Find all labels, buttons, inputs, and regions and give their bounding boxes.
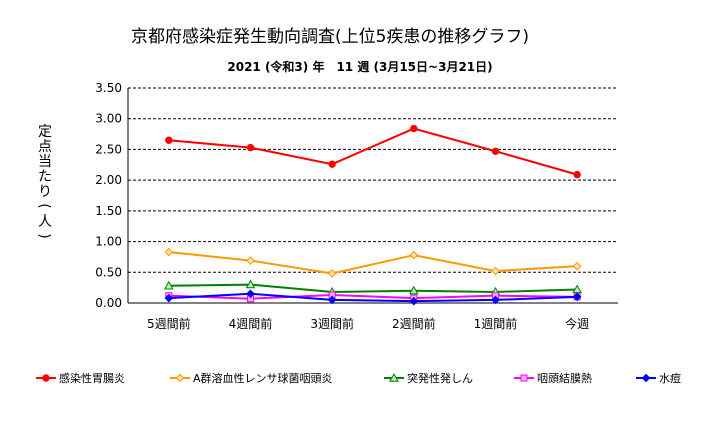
legend-marker (520, 374, 528, 382)
y-tick-label: 3.50 (95, 81, 122, 95)
y-tick-label: 2.50 (95, 142, 122, 156)
data-point (491, 295, 500, 305)
legend-label: 水痘 (659, 371, 681, 385)
data-point (246, 143, 255, 152)
legend-label: A群溶血性レンサ球菌咽頭炎 (193, 371, 333, 385)
x-tick-label: 今週 (565, 316, 589, 331)
legend-label: 感染性胃腸炎 (59, 371, 125, 385)
y-tick-label: 1.00 (95, 235, 122, 249)
series-line (168, 251, 578, 275)
y-tick-label: 0.50 (95, 265, 122, 279)
data-point (246, 256, 255, 265)
y-axis-label-char: ) (36, 233, 52, 238)
chart-subtitle: 2021 (令和3) 年 11 週 (3月15日~3月21日) (227, 59, 492, 74)
series-line (168, 283, 578, 293)
x-tick-label: 1週間前 (474, 316, 518, 331)
x-tick-label: 3週間前 (310, 316, 354, 331)
data-point (491, 147, 500, 155)
data-point (163, 280, 174, 290)
data-point (328, 160, 336, 168)
data-point (246, 289, 255, 299)
y-axis-label-char: た (38, 169, 52, 185)
series-line (168, 294, 578, 300)
y-tick-label: 3.00 (95, 112, 122, 126)
data-point (327, 269, 337, 278)
data-point (164, 293, 174, 303)
y-axis-label-char: 定 (38, 124, 52, 140)
y-axis-label-char: 当 (38, 154, 52, 170)
legend-marker (175, 373, 185, 383)
data-point (245, 279, 256, 289)
legend-marker (42, 374, 50, 382)
data-point (408, 285, 419, 295)
data-point (164, 247, 174, 257)
data-point (327, 295, 337, 305)
x-tick-label: 2週間前 (392, 316, 436, 331)
y-axis-label-char: り (38, 184, 52, 200)
legend-label: 咽頭結膜熱 (537, 371, 592, 385)
x-tick-label: 5週間前 (147, 316, 191, 331)
x-tick-label: 4週間前 (229, 316, 273, 331)
series-line (168, 127, 578, 176)
y-axis-label-char: ( (36, 203, 52, 208)
y-tick-label: 1.50 (95, 204, 122, 218)
data-point (165, 136, 173, 144)
legend-marker (641, 373, 651, 383)
y-tick-label: 0.00 (95, 296, 122, 310)
data-point (409, 250, 419, 260)
y-axis-label-char: 点 (38, 139, 52, 155)
data-point (491, 266, 500, 276)
legend-marker (389, 372, 399, 382)
y-tick-label: 2.00 (95, 173, 122, 187)
chart-title: 京都府感染症発生動向調査(上位5疾患の推移グラフ) (131, 27, 529, 47)
data-point (409, 296, 419, 306)
data-point (410, 124, 418, 133)
data-point (572, 292, 582, 302)
y-axis-label-char: 人 (38, 214, 52, 230)
data-point (573, 170, 581, 179)
data-point (572, 261, 582, 271)
series-line (168, 292, 578, 303)
legend: 感染性胃腸炎 A群溶血性レンサ球菌咽頭炎 突発性発しん 咽頭結膜熱 水痘 (36, 371, 681, 385)
legend-label: 突発性発しん (407, 371, 473, 385)
